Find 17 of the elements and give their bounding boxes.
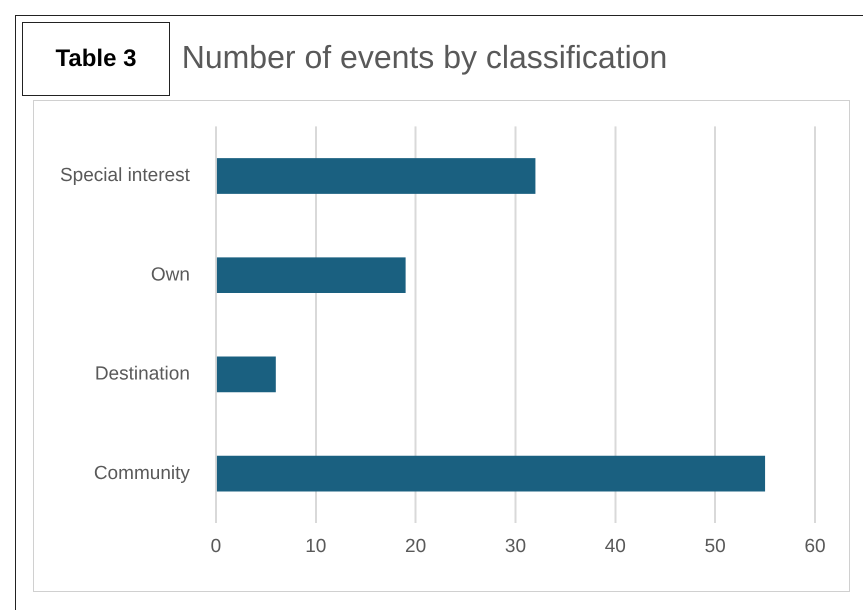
x-tick-label: 30 (504, 536, 526, 557)
x-tick-label: 0 (210, 536, 222, 557)
y-tick-label: Special interest (60, 165, 191, 186)
bar (216, 158, 536, 194)
x-tick-label: 40 (604, 536, 626, 557)
x-tick-label: 60 (804, 536, 826, 557)
chart-title: Number of events by classification (182, 39, 668, 76)
bar (216, 257, 406, 294)
x-tick-label: 50 (704, 536, 726, 557)
x-tick-label: 10 (305, 536, 326, 557)
y-tick-label: Community (94, 462, 190, 484)
y-tick-label: Destination (94, 364, 190, 385)
caption: Table 3 (22, 22, 170, 96)
y-tick-label: Own (150, 264, 190, 286)
bar (216, 456, 766, 492)
bar (216, 356, 276, 392)
x-tick-label: 20 (405, 536, 426, 557)
